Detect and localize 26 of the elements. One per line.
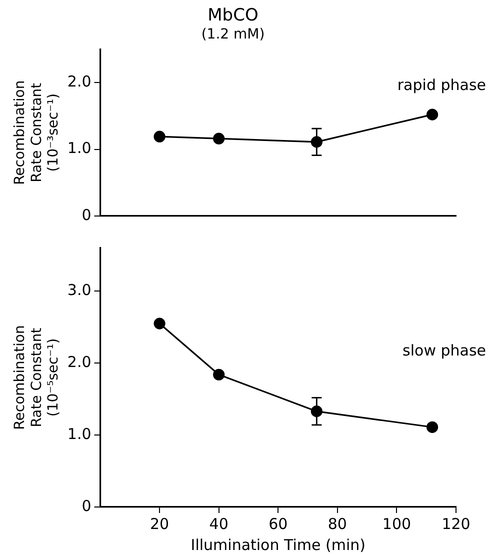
y-tick-label: 0 bbox=[82, 206, 92, 224]
chart-title: MbCO bbox=[208, 6, 258, 26]
point bbox=[213, 132, 225, 144]
x-tick-label: 80 bbox=[328, 514, 347, 533]
x-tick-label: 40 bbox=[209, 514, 228, 533]
y-tick-label: 2.0 bbox=[67, 353, 92, 371]
annotation: rapid phase bbox=[397, 76, 486, 94]
point bbox=[154, 130, 166, 142]
x-axis-title: Illumination Time (min) bbox=[190, 536, 366, 554]
chart-subtitle: (1.2 mM) bbox=[201, 26, 265, 42]
x-tick-label: 120 bbox=[442, 514, 470, 533]
y-tick-label: 3.0 bbox=[67, 281, 92, 300]
y-tick-label: 1.0 bbox=[67, 424, 92, 443]
x-tick-label: 60 bbox=[268, 514, 288, 533]
y-tick-label: 1.0 bbox=[67, 139, 92, 158]
x-tick-label: 20 bbox=[150, 514, 170, 533]
point bbox=[426, 421, 438, 433]
y-axis-title: Recombination Rate Constant (10⁻³sec⁻¹) bbox=[12, 80, 62, 185]
point bbox=[213, 368, 225, 380]
point bbox=[426, 108, 438, 120]
y-tick-label: 2.0 bbox=[67, 72, 92, 90]
x-tick-label: 100 bbox=[382, 514, 412, 533]
y-axis-title: Recombination Rate Constant (10⁻⁵sec⁻¹) bbox=[12, 325, 62, 430]
y-tick-label: 0 bbox=[82, 496, 92, 515]
annotation: slow phase bbox=[402, 341, 486, 360]
point bbox=[154, 318, 166, 330]
